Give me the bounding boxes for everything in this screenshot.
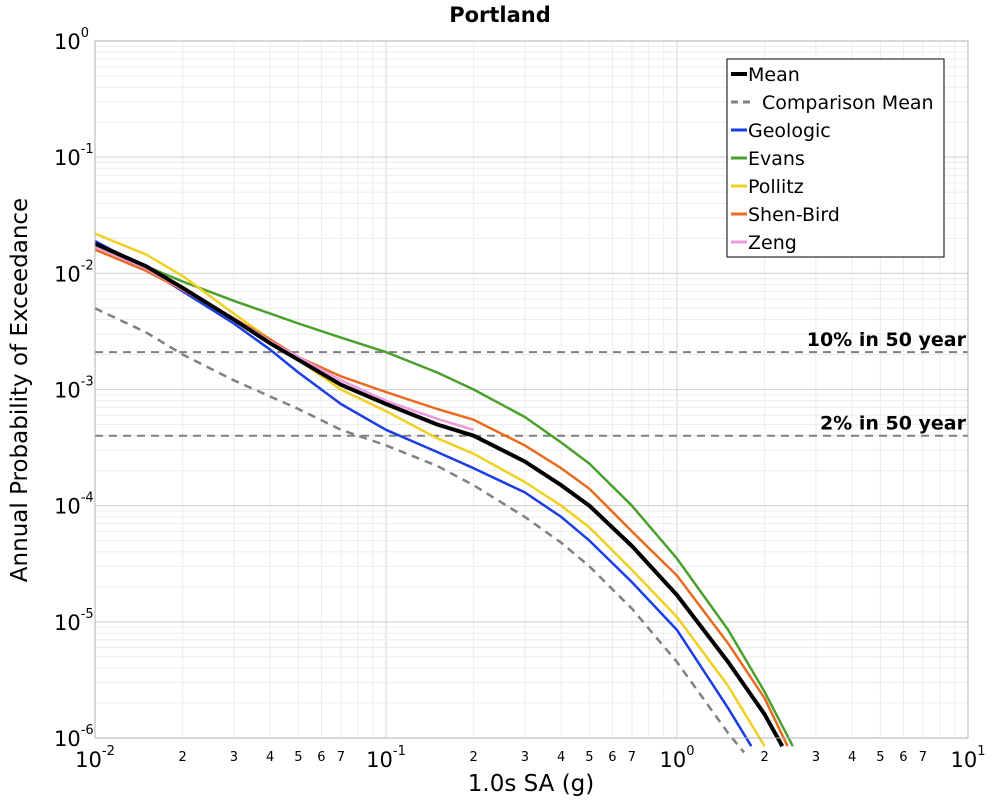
x-minor-tick-label: 4 — [557, 750, 565, 765]
x-minor-tick-label: 2 — [469, 750, 477, 765]
x-major-tick-label: 10-2 — [75, 744, 115, 772]
y-major-tick-exp: -3 — [81, 375, 94, 390]
x-major-tick-base: 10 — [950, 748, 977, 772]
x-major-tick-label: 101 — [950, 744, 985, 772]
y-major-tick-exp: 0 — [81, 26, 89, 41]
x-minor-tick-label: 7 — [919, 750, 927, 765]
x-minor-tick-label: 2 — [760, 750, 768, 765]
y-major-tick-label: 10-3 — [54, 375, 94, 403]
legend: Mean Comparison Mean Geologic Evans Pollitz S… — [726, 58, 945, 258]
y-major-tick-label: 10-2 — [54, 258, 94, 286]
y-major-tick-label: 10-6 — [54, 723, 94, 751]
legend-label: Evans — [748, 148, 805, 170]
y-major-tick-label: 10-5 — [54, 607, 94, 635]
x-minor-tick-label: 6 — [899, 750, 907, 765]
y-major-tick-label: 10-4 — [54, 491, 94, 519]
x-major-tick-base: 10 — [366, 748, 393, 772]
legend-label: Geologic — [748, 120, 831, 142]
legend-label: Zeng — [748, 232, 797, 254]
series-line-comparison-mean — [94, 307, 746, 754]
y-major-tick-base: 10 — [54, 495, 81, 519]
y-major-tick-exp: -2 — [81, 258, 94, 273]
x-major-tick-base: 10 — [75, 748, 102, 772]
x-minor-tick-label: 5 — [585, 750, 593, 765]
legend-label: Mean — [748, 64, 800, 86]
x-major-tick-label: 100 — [659, 744, 694, 772]
y-major-tick-base: 10 — [54, 379, 81, 403]
y-major-tick-base: 10 — [54, 30, 81, 54]
x-minor-tick-label: 6 — [317, 750, 325, 765]
x-minor-tick-label: 3 — [812, 750, 820, 765]
series-lines — [94, 232, 794, 754]
x-minor-tick-label: 4 — [266, 750, 274, 765]
x-major-tick-exp: 0 — [686, 744, 694, 759]
series-line-evans — [94, 245, 794, 747]
legend-label: Comparison Mean — [762, 92, 934, 114]
x-minor-tick-label: 4 — [848, 750, 856, 765]
x-major-tick-exp: -2 — [102, 744, 115, 759]
x-minor-tick-label: 3 — [230, 750, 238, 765]
reference-lines: 10% in 50 year 2% in 50 year — [95, 329, 968, 437]
y-major-tick-exp: -4 — [81, 491, 94, 506]
y-major-tick-base: 10 — [54, 262, 81, 286]
legend-label: Pollitz — [748, 176, 804, 198]
legend-label: Shen-Bird — [748, 204, 840, 226]
x-major-tick-exp: 1 — [977, 744, 985, 759]
x-minor-tick-label: 7 — [337, 750, 345, 765]
x-minor-tick-label: 7 — [628, 750, 636, 765]
x-axis-label: 1.0s SA (g) — [468, 771, 595, 797]
y-axis-label: Annual Probability of Exceedance — [7, 198, 33, 582]
x-major-tick-exp: -1 — [393, 744, 406, 759]
series-line-geologic — [94, 239, 753, 747]
y-major-tick-base: 10 — [54, 727, 81, 751]
x-minor-tick-label: 5 — [294, 750, 302, 765]
y-major-tick-base: 10 — [54, 146, 81, 170]
chart-title: Portland — [449, 3, 551, 27]
series-line-pollitz — [94, 232, 766, 747]
x-minor-tick-label: 5 — [876, 750, 884, 765]
grid — [94, 40, 969, 739]
reference-line-label: 2% in 50 year — [820, 413, 967, 435]
plot-frame — [94, 40, 969, 739]
x-minor-tick-label: 6 — [608, 750, 616, 765]
reference-line-label: 10% in 50 year — [807, 329, 967, 351]
series-line-mean — [94, 241, 785, 748]
x-major-tick-base: 10 — [659, 748, 686, 772]
y-major-tick-exp: -6 — [81, 723, 94, 738]
legend-box — [726, 58, 945, 258]
y-major-tick-label: 100 — [54, 26, 89, 54]
x-minor-tick-label: 2 — [178, 750, 186, 765]
y-major-tick-exp: -5 — [81, 607, 94, 622]
y-major-tick-base: 10 — [54, 611, 81, 635]
y-major-tick-exp: -1 — [81, 142, 94, 157]
y-major-tick-label: 10-1 — [54, 142, 94, 170]
x-major-tick-label: 10-1 — [366, 744, 406, 772]
x-minor-tick-label: 3 — [521, 750, 529, 765]
